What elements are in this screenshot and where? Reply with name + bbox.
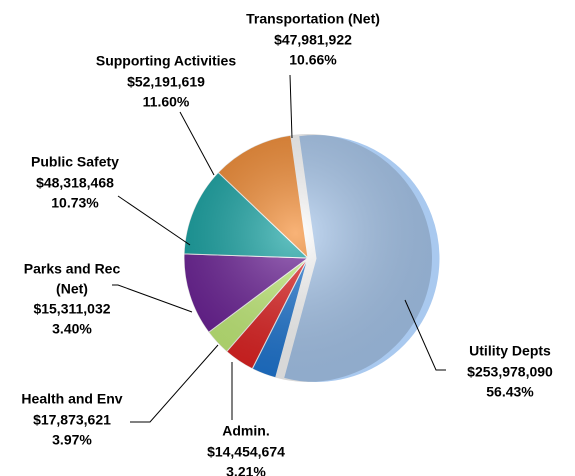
- value-label: $52,191,619: [127, 74, 205, 90]
- leader-line: [130, 344, 219, 423]
- value-label: $14,454,674: [207, 444, 285, 460]
- slice-label: Health and Env: [21, 391, 122, 407]
- leader-line: [179, 111, 215, 176]
- percent-label: 3.97%: [52, 432, 92, 448]
- slice-label: Admin.: [222, 423, 269, 439]
- slice-label: Public Safety: [31, 154, 119, 170]
- leader-line: [289, 74, 293, 139]
- leader-line: [112, 284, 193, 313]
- percent-label: 10.73%: [51, 195, 99, 211]
- leader-line: [404, 299, 446, 371]
- percent-label: 3.21%: [226, 464, 266, 476]
- value-label: $17,873,621: [33, 412, 111, 428]
- value-label: $48,318,468: [36, 175, 114, 191]
- slice-label: Transportation (Net): [246, 11, 380, 27]
- leader-line: [117, 195, 191, 246]
- slice-label: (Net): [56, 281, 88, 297]
- slice-label: Supporting Activities: [96, 53, 236, 69]
- percent-label: 3.40%: [52, 321, 92, 337]
- slice-label: Utility Depts: [469, 343, 551, 359]
- percent-label: 11.60%: [143, 94, 190, 110]
- value-label: $47,981,922: [274, 32, 352, 48]
- value-label: $253,978,090: [467, 364, 553, 380]
- percent-label: 10.66%: [289, 52, 337, 68]
- percent-label: 56.43%: [486, 384, 534, 400]
- slice-label: Parks and Rec: [24, 261, 121, 277]
- value-label: $15,311,032: [33, 301, 110, 317]
